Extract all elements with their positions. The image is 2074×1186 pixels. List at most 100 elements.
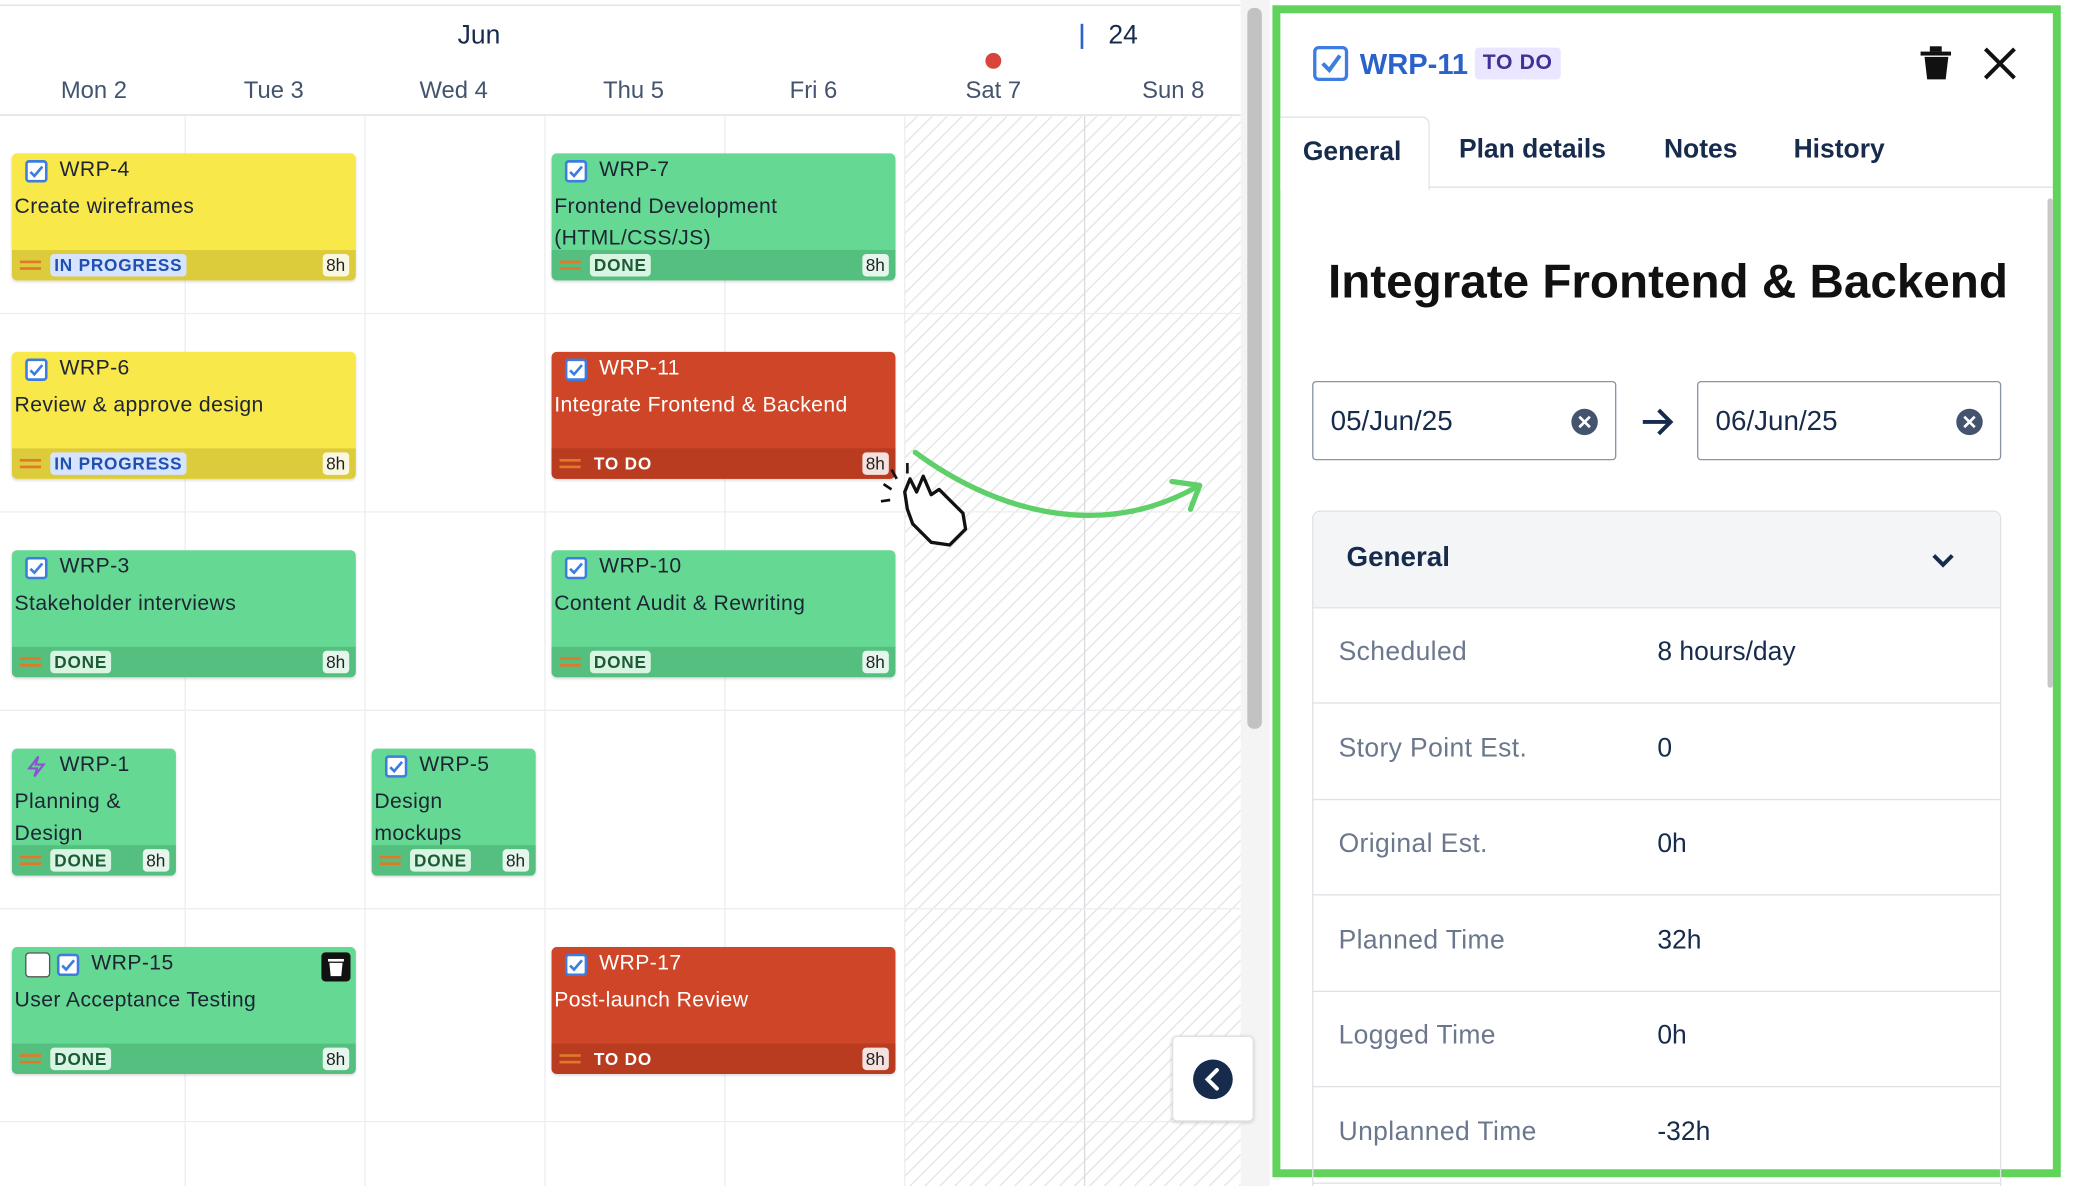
delete-icon[interactable] <box>321 952 351 982</box>
priority-icon <box>19 1054 42 1064</box>
select-checkbox[interactable] <box>25 952 51 978</box>
field-row: Original Est. 0h <box>1312 799 2000 896</box>
task-footer: IN PROGRESS 8h <box>11 448 356 479</box>
day-label: Wed 4 <box>419 76 488 104</box>
field-label: Logged Time <box>1338 1021 1496 1051</box>
status-badge: TO DO <box>593 453 653 474</box>
tab-rule <box>1280 186 2053 188</box>
calendar-grid <box>0 0 1270 1186</box>
task-card[interactable]: WRP-3 Stakeholder interviews DONE 8h <box>11 550 356 678</box>
task-footer: DONE 8h <box>11 1043 356 1075</box>
tab[interactable]: History <box>1793 134 1885 165</box>
task-footer: IN PROGRESS 8h <box>11 249 356 281</box>
issue-key[interactable]: WRP-11 <box>1359 47 1469 81</box>
task-title: Content Audit & Rewriting <box>554 592 806 616</box>
priority-icon <box>559 1054 581 1064</box>
task-icon <box>25 755 47 778</box>
priority-icon <box>559 657 581 667</box>
task-key: WRP-15 <box>91 952 174 975</box>
priority-icon <box>19 260 42 270</box>
field-value: 0h <box>1657 1021 1687 1051</box>
task-hours: 8h <box>322 650 350 674</box>
week-label: 24 <box>1108 21 1138 51</box>
task-hours: 8h <box>142 849 170 872</box>
delete-button[interactable] <box>1915 42 1957 84</box>
task-card[interactable]: WRP-10 Content Audit & Rewriting DONE 8h <box>551 550 896 678</box>
task-card[interactable]: WRP-1 Planning & Design DONE 8h <box>11 748 176 876</box>
task-card[interactable]: WRP-4 Create wireframes IN PROGRESS 8h <box>11 153 356 281</box>
task-key: WRP-11 <box>599 357 680 380</box>
task-icon <box>564 358 588 381</box>
field-value: 32h <box>1657 925 1702 955</box>
priority-icon <box>559 458 581 469</box>
task-hours: 8h <box>322 1047 350 1071</box>
field-label: Story Point Est. <box>1338 733 1528 763</box>
task-footer: DONE 8h <box>11 646 356 678</box>
field-row: Story Point Est. 0 <box>1312 703 2000 800</box>
collapse-button[interactable] <box>1171 1035 1254 1122</box>
task-title: Stakeholder interviews <box>14 592 237 616</box>
field-row: Unplanned Time -32h <box>1312 1087 2000 1184</box>
day-label: Sun 8 <box>1142 76 1205 104</box>
move-arrow <box>880 449 1203 547</box>
issue-type-icon <box>1313 45 1349 82</box>
task-hours: 8h <box>502 849 530 872</box>
status-badge: TO DO <box>593 1048 653 1069</box>
task-icon <box>25 160 48 183</box>
tab[interactable]: Plan details <box>1458 134 1606 165</box>
priority-icon <box>19 458 42 469</box>
section-box <box>1312 510 2002 1186</box>
field-value: 0 <box>1657 733 1673 763</box>
task-footer: DONE 8h <box>371 845 536 876</box>
task-key: WRP-7 <box>599 158 670 182</box>
field-label: Scheduled <box>1338 637 1468 667</box>
start-date-input[interactable]: 05/Jun/25 <box>1312 380 1617 461</box>
status-badge: DONE <box>410 849 471 872</box>
task-card[interactable]: WRP-15 User Acceptance Testing DONE 8h <box>11 947 356 1075</box>
task-hours: 8h <box>322 253 350 277</box>
issue-status[interactable]: TO DO <box>1474 47 1561 80</box>
status-badge: DONE <box>50 849 112 872</box>
field-row: Planned Time 32h <box>1312 895 2000 992</box>
task-key: WRP-17 <box>599 952 682 975</box>
task-icon <box>564 160 588 183</box>
task-key: WRP-10 <box>599 555 682 579</box>
section-title: General <box>1346 542 1450 573</box>
field-value: 8 hours/day <box>1657 637 1796 667</box>
panel-scrollbar <box>2047 198 2053 688</box>
task-key: WRP-1 <box>59 753 130 777</box>
task-card[interactable]: WRP-11 Integrate Frontend & Backend TO DO 8… <box>551 351 896 479</box>
start-date: 05/Jun/25 <box>1330 406 1453 437</box>
task-card[interactable]: WRP-7 Frontend Development (HTML/CSS/JS) D… <box>551 153 896 281</box>
day-label: Thu 5 <box>603 76 665 104</box>
task-icon <box>564 556 588 580</box>
section-header[interactable]: General <box>1313 511 2000 609</box>
month-label: Jun <box>457 21 501 51</box>
status-badge: IN PROGRESS <box>50 253 187 277</box>
status-badge: DONE <box>589 650 651 674</box>
field-label: Original Est. <box>1338 829 1488 859</box>
tab[interactable]: Notes <box>1663 134 1738 165</box>
day-label: Sat 7 <box>965 76 1022 104</box>
field-row: Scheduled 8 hours/day <box>1312 607 2000 704</box>
end-date-input[interactable]: 06/Jun/25 <box>1697 380 2002 461</box>
task-title: Integrate Frontend & Backend <box>554 394 848 417</box>
task-icon <box>384 755 408 778</box>
task-title: Frontend Development (HTML/CSS/JS) <box>554 195 778 250</box>
task-card[interactable]: WRP-6 Review & approve design IN PROGRESS 8… <box>11 351 356 479</box>
task-footer: DONE 8h <box>551 646 896 678</box>
task-hours: 8h <box>861 650 889 674</box>
close-button[interactable] <box>1979 42 2021 84</box>
task-card[interactable]: WRP-17 Post-launch Review TO DO 8h <box>551 947 896 1075</box>
task-hours: 8h <box>861 253 889 277</box>
field-label: Planned Time <box>1338 925 1506 955</box>
task-icon <box>56 953 80 977</box>
status-badge: IN PROGRESS <box>50 452 187 475</box>
tab[interactable]: General <box>1302 137 1402 167</box>
task-key: WRP-5 <box>419 753 490 777</box>
status-badge: DONE <box>589 253 651 277</box>
task-card[interactable]: WRP-5 Design mockups DONE 8h <box>371 748 536 876</box>
field-label: Unplanned Time <box>1338 1117 1537 1147</box>
